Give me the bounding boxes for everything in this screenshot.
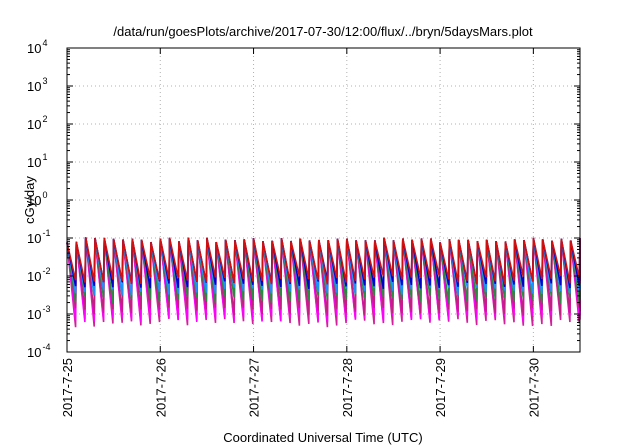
- series-group: [66, 237, 581, 328]
- y-tick-label: 101: [27, 152, 47, 170]
- x-tick-label: 2017-7-30: [526, 358, 541, 417]
- y-tick-label: 103: [27, 76, 47, 94]
- x-tick-label: 2017-7-28: [340, 358, 355, 417]
- y-axis-label: cGy/day: [22, 176, 37, 224]
- y-tick-label: 10-4: [27, 342, 50, 360]
- x-tick-label: 2017-7-26: [153, 358, 168, 417]
- x-tick-label: 2017-7-29: [433, 358, 448, 417]
- y-tick-label: 10-2: [27, 266, 50, 284]
- y-tick-label: 102: [27, 114, 47, 132]
- y-tick-label: 104: [27, 38, 47, 56]
- y-tick-label: 10-1: [27, 228, 50, 246]
- x-axis-label: Coordinated Universal Time (UTC): [223, 430, 422, 445]
- chart-title: /data/run/goesPlots/archive/2017-07-30/1…: [113, 24, 533, 39]
- x-tick-label: 2017-7-27: [247, 358, 262, 417]
- series-line: [66, 237, 581, 285]
- y-tick-label: 10-3: [27, 304, 50, 322]
- x-axis: 2017-7-25 2017-7-26 2017-7-27 2017-7-28 2017…: [60, 48, 541, 417]
- x-tick-label: 2017-7-25: [60, 358, 75, 417]
